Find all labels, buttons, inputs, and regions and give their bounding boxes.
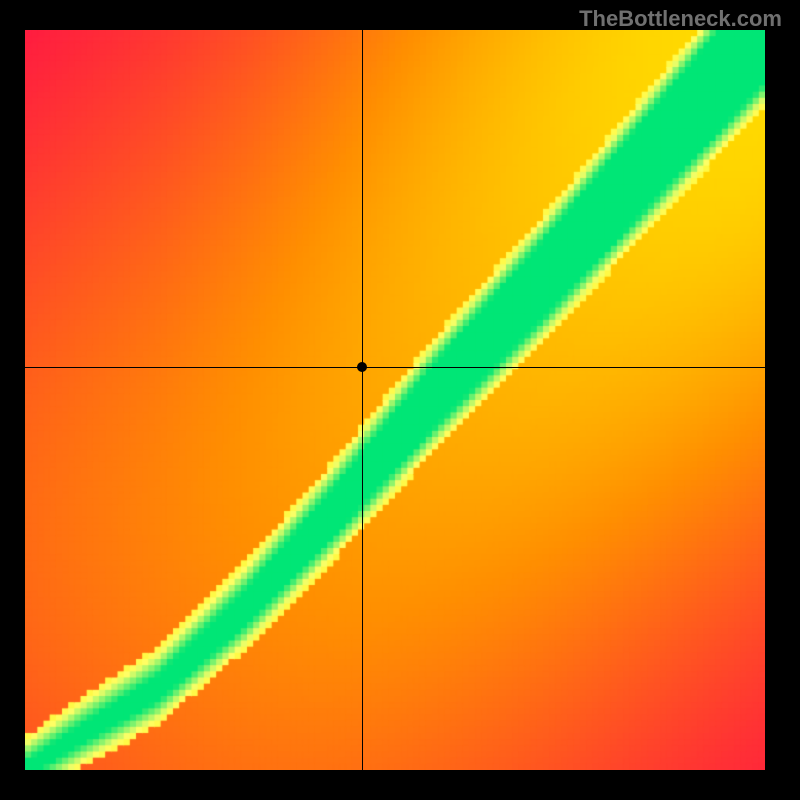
crosshair-horizontal [25,367,765,368]
chart-container: TheBottleneck.com [0,0,800,800]
heatmap-canvas [25,30,765,770]
crosshair-vertical [362,30,363,770]
crosshair-dot [357,362,367,372]
watermark-text: TheBottleneck.com [579,6,782,32]
plot-area [25,30,765,770]
